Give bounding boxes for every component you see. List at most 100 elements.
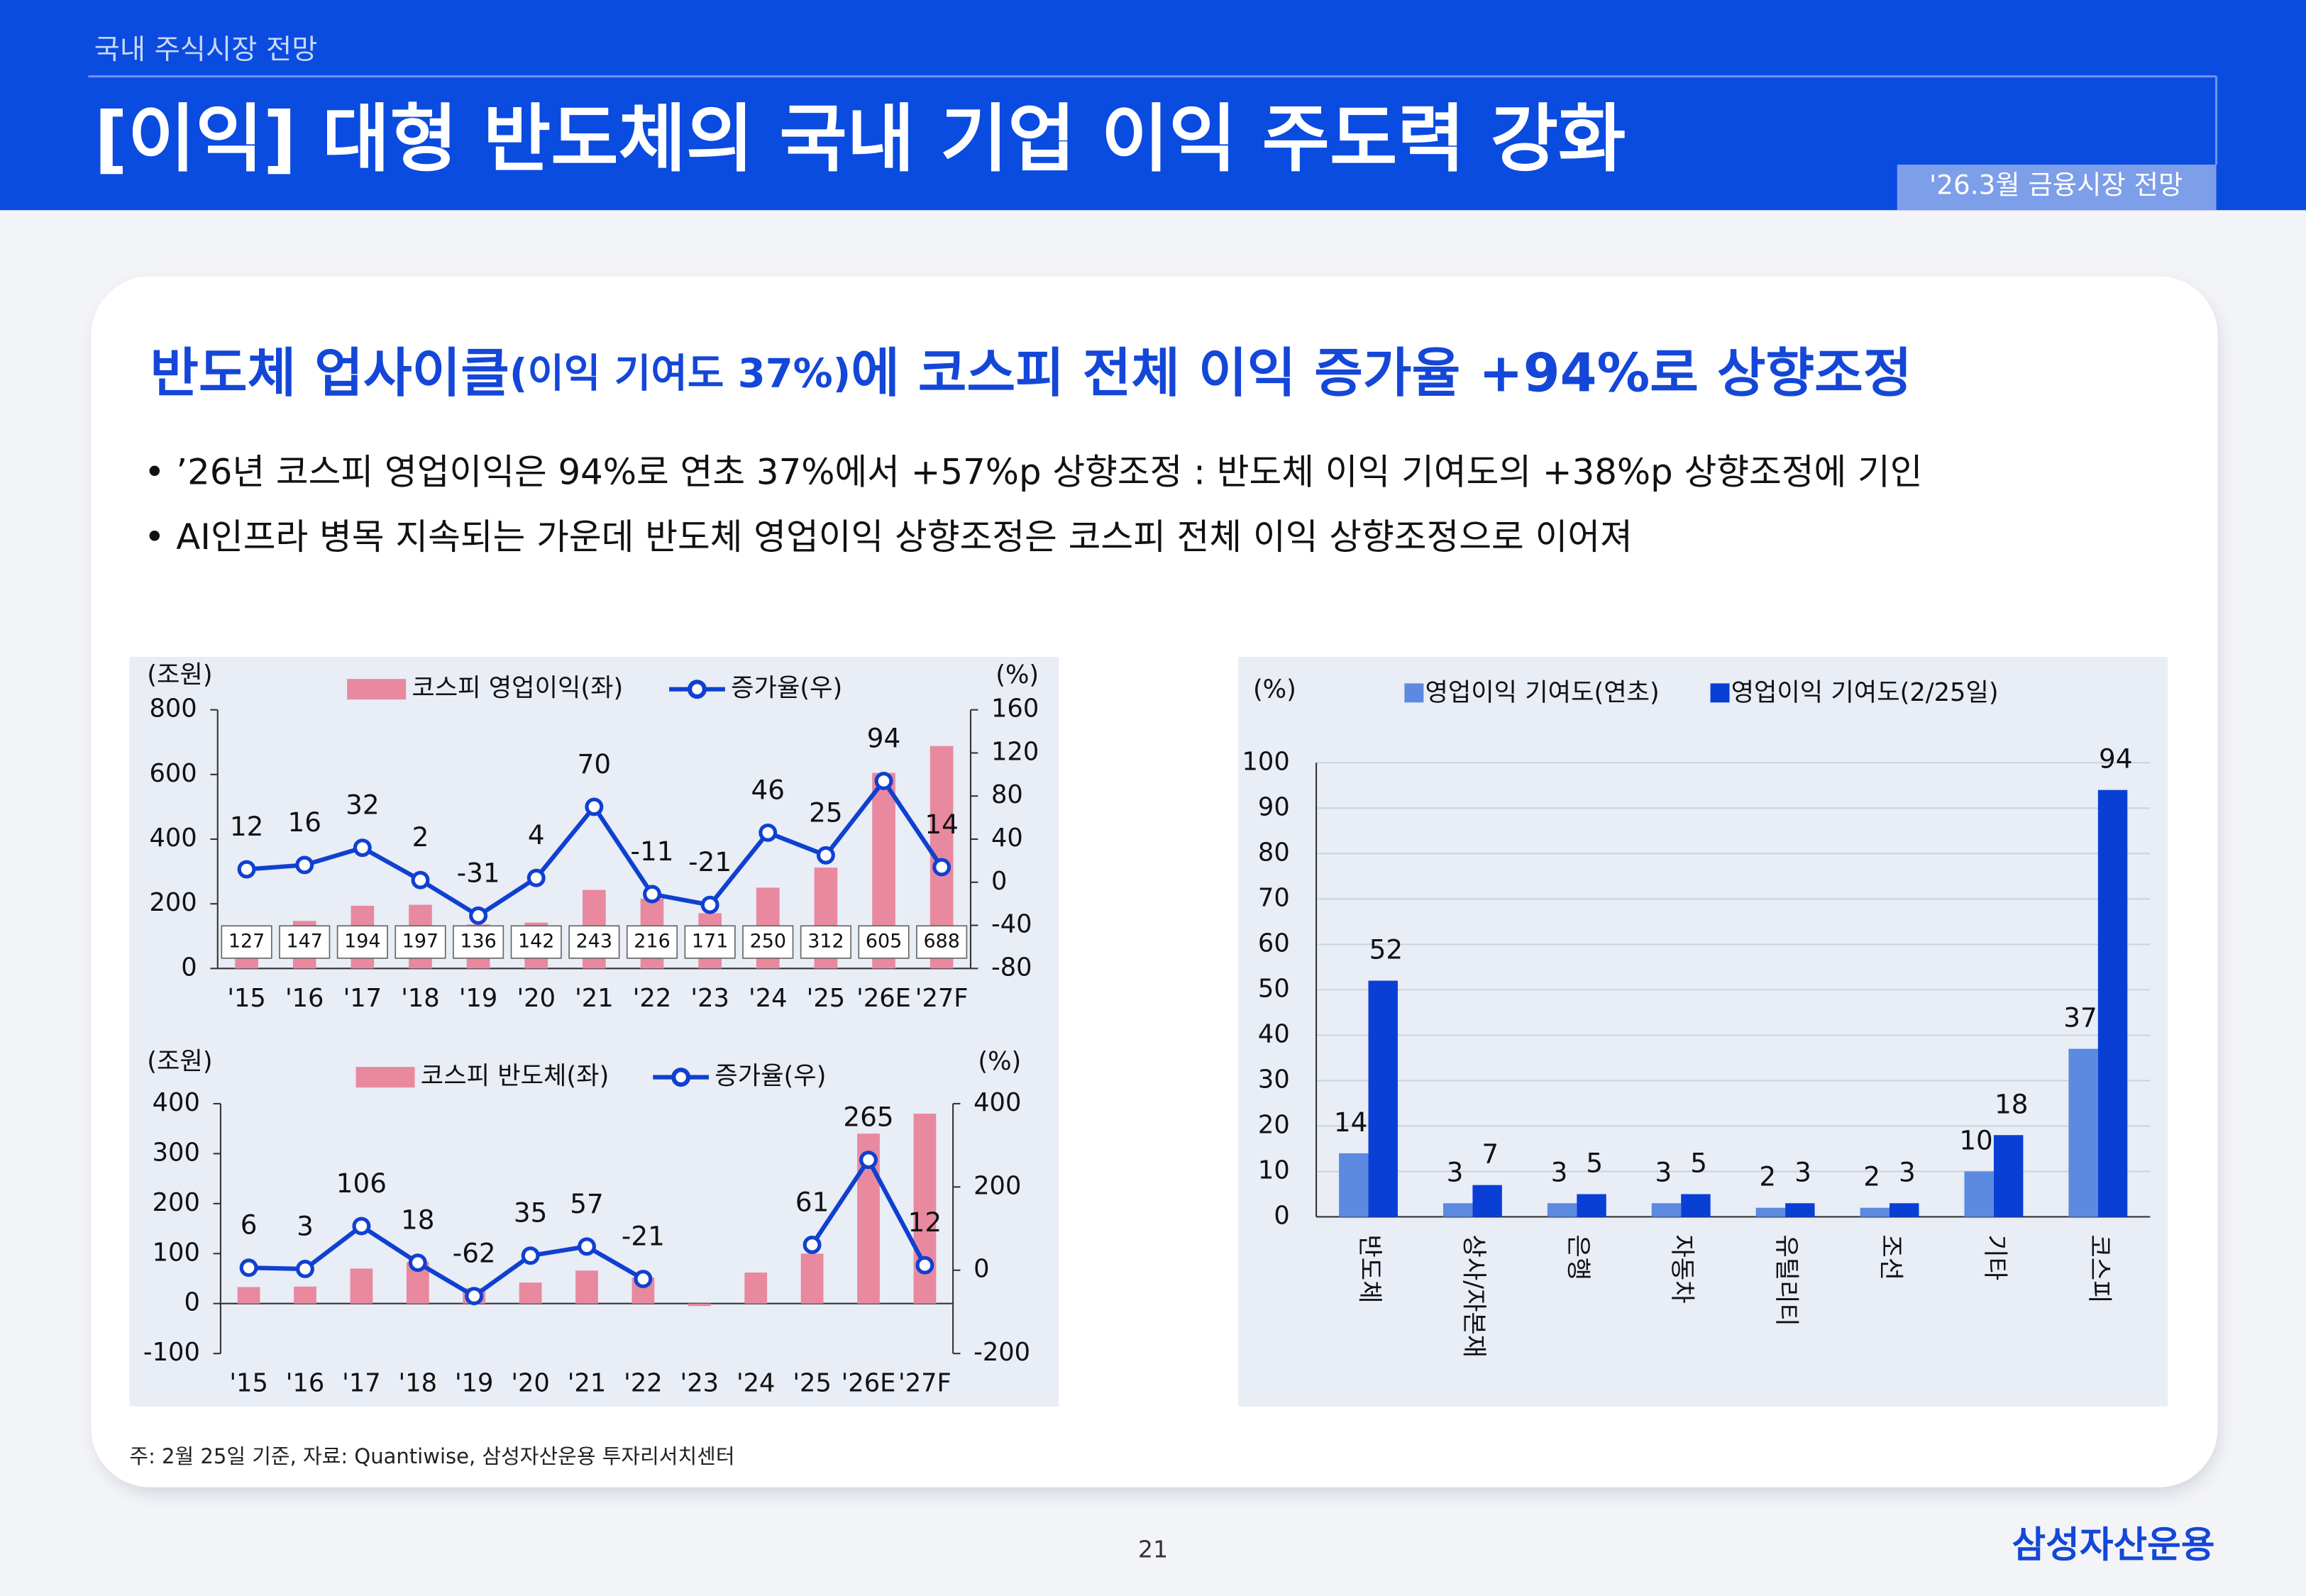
value-label: 142 xyxy=(518,931,554,953)
value-box xyxy=(626,925,678,959)
y-tick-label: 400 xyxy=(149,824,197,853)
x-tick-label: '24 xyxy=(737,1369,776,1398)
x-tick-label: '26E xyxy=(842,1369,896,1398)
bar xyxy=(2068,1048,2098,1217)
line-marker xyxy=(469,906,488,925)
value-label: 70 xyxy=(578,748,611,780)
value-label: 127 xyxy=(228,931,265,953)
bar xyxy=(800,1253,824,1304)
bar xyxy=(519,1282,542,1304)
y-tick-label: 30 xyxy=(1258,1065,1290,1094)
x-tick-label: '23 xyxy=(680,1369,719,1398)
line-marker xyxy=(643,885,661,904)
y-tick-label: 60 xyxy=(1258,929,1290,958)
x-tick-label: '26E xyxy=(856,984,911,1013)
value-label: 136 xyxy=(460,931,496,953)
legend-label: 코스피 반도체(좌) xyxy=(421,1062,609,1091)
y-tick-label: 50 xyxy=(1258,974,1290,1003)
y-tick-label: 0 xyxy=(181,953,197,982)
x-tick-label: '25 xyxy=(793,1369,832,1398)
x-tick-label: 코스피 xyxy=(2085,1234,2114,1303)
y-tick-label: 10 xyxy=(1258,1156,1290,1185)
value-label: 32 xyxy=(346,789,379,821)
bar xyxy=(1785,1203,1815,1217)
legend-marker xyxy=(671,1068,691,1087)
x-tick-label: '19 xyxy=(455,1369,494,1398)
headline-part: 에 코스피 전체 이익 증가율 +94%로 상향조정 xyxy=(851,342,1911,404)
value-label: 52 xyxy=(1369,934,1403,965)
bar xyxy=(1368,980,1398,1217)
line-marker xyxy=(816,846,835,865)
page-title: [이익] 대형 반도체의 국내 기업 이익 주도력 강화 xyxy=(94,96,1626,182)
value-box xyxy=(395,925,446,959)
x-tick-label: 유틸리티 xyxy=(1772,1234,1801,1326)
y2-tick-label: 120 xyxy=(991,737,1039,766)
y2-tick-label: 400 xyxy=(973,1088,1021,1117)
line-marker xyxy=(874,772,893,790)
value-label: 171 xyxy=(692,931,728,953)
value-box xyxy=(453,925,504,959)
value-box xyxy=(684,925,736,959)
value-label: 14 xyxy=(1334,1107,1367,1138)
headline-part: 반도체 업사이클 xyxy=(150,342,509,404)
x-tick-label: 상사/자본재 xyxy=(1459,1234,1488,1358)
y-tick-label: 200 xyxy=(149,888,197,917)
badge-text: '26.3월 금융시장 전망 xyxy=(1929,170,2183,201)
value-label: 3 xyxy=(1551,1156,1568,1187)
value-box xyxy=(336,925,388,959)
x-tick-label: '16 xyxy=(286,1369,325,1398)
bar xyxy=(2097,789,2128,1217)
x-tick-label: '20 xyxy=(511,1369,550,1398)
value-box xyxy=(279,925,331,959)
bar xyxy=(350,1268,373,1304)
line-marker xyxy=(353,838,372,858)
value-label: 57 xyxy=(570,1188,603,1219)
line-marker xyxy=(295,855,314,875)
x-tick-label: '20 xyxy=(517,984,556,1013)
legend-swatch xyxy=(347,679,407,700)
value-label: 12 xyxy=(908,1207,942,1238)
y2-tick-label: 80 xyxy=(991,780,1023,809)
x-tick-label: '27F xyxy=(915,984,969,1013)
line-marker xyxy=(932,858,951,877)
x-tick-label: 반도체 xyxy=(1355,1234,1384,1303)
y2-axis-unit: (%) xyxy=(995,660,1039,689)
value-label: 7 xyxy=(1482,1138,1499,1170)
bar xyxy=(1890,1203,1919,1217)
y-axis-unit: (%) xyxy=(1253,675,1296,704)
legend-swatch xyxy=(1710,683,1730,703)
x-tick-label: '16 xyxy=(285,984,324,1013)
value-label: 6 xyxy=(241,1209,258,1241)
bar xyxy=(575,1270,598,1304)
value-label: 216 xyxy=(634,931,670,953)
badge xyxy=(1897,165,2217,211)
value-box xyxy=(742,925,794,959)
section-label: 국내 주식시장 전망 xyxy=(94,33,318,66)
x-tick-label: '15 xyxy=(227,984,266,1013)
value-label: 5 xyxy=(1586,1148,1603,1179)
value-label: 18 xyxy=(401,1204,434,1236)
y-tick-label: 100 xyxy=(1242,747,1290,776)
value-label: 265 xyxy=(843,1102,893,1133)
value-label: 688 xyxy=(923,931,959,953)
y-axis-unit: (조원) xyxy=(147,1047,212,1076)
value-label: 3 xyxy=(1447,1156,1464,1187)
y-tick-label: 800 xyxy=(149,694,197,724)
legend-marker xyxy=(687,680,707,699)
value-box xyxy=(510,925,562,959)
value-label: -11 xyxy=(631,836,674,867)
footnote: 주: 2월 25일 기준, 자료: Quantiwise, 삼성자산운용 투자리… xyxy=(129,1444,734,1468)
bar xyxy=(1442,1203,1473,1217)
line-marker xyxy=(408,1253,427,1273)
value-box xyxy=(221,925,272,959)
bar xyxy=(1993,1135,2024,1217)
bar xyxy=(1681,1194,1711,1217)
bar xyxy=(1472,1185,1502,1217)
headline-part: (이익 기여도 37%) xyxy=(509,351,851,397)
x-tick-label: '18 xyxy=(401,984,440,1013)
value-label: 605 xyxy=(866,931,902,953)
line-marker xyxy=(634,1270,653,1289)
x-tick-label: '24 xyxy=(749,984,788,1013)
value-label: 35 xyxy=(514,1197,547,1229)
